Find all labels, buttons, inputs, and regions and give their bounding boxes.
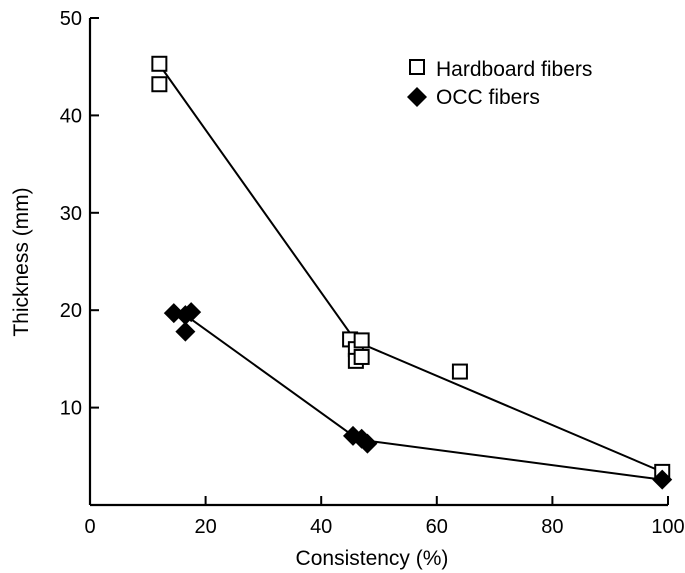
- legend-marker-occ-fibers: [407, 87, 427, 107]
- data-point-occ: [652, 469, 673, 490]
- y-ticks: 10 20 30 40 50: [60, 8, 99, 420]
- data-point-hardboard: [353, 332, 370, 349]
- x-ticks: 0 20 40 60 80 100: [84, 496, 685, 538]
- x-tick-label: 60: [426, 516, 448, 538]
- legend-marker-hardboard-fibers: [409, 59, 425, 75]
- x-tick-label: 40: [310, 516, 332, 538]
- legend-label-occ-fibers: OCC fibers: [436, 86, 540, 109]
- data-point-hardboard: [151, 55, 168, 72]
- data-point-occ: [181, 302, 202, 323]
- y-tick-label: 40: [60, 105, 82, 127]
- x-tick-label: 100: [651, 516, 684, 538]
- series-line-1: [184, 314, 663, 481]
- data-point-occ: [175, 321, 196, 342]
- y-tick-label: 30: [60, 203, 82, 225]
- fit-lines: [158, 64, 663, 481]
- series-line-0: [158, 64, 663, 473]
- y-axis-title: Thickness (mm): [10, 187, 33, 336]
- x-axis-title: Consistency (%): [296, 547, 449, 570]
- y-tick-label: 10: [60, 398, 82, 420]
- data-point-hardboard: [451, 363, 468, 380]
- x-tick-label: 80: [541, 516, 563, 538]
- data-point-hardboard: [151, 76, 168, 93]
- data-point-hardboard: [353, 348, 370, 365]
- legend-label-hardboard-fibers: Hardboard fibers: [436, 58, 592, 81]
- y-tick-label: 20: [60, 300, 82, 322]
- y-tick-label: 50: [60, 8, 82, 30]
- data-markers: [151, 55, 673, 490]
- legend: Hardboard fibers OCC fibers: [407, 58, 592, 109]
- plot-area: [88, 18, 668, 507]
- x-tick-label: 20: [194, 516, 216, 538]
- x-tick-label: 0: [84, 516, 95, 538]
- data-point-occ: [357, 433, 378, 454]
